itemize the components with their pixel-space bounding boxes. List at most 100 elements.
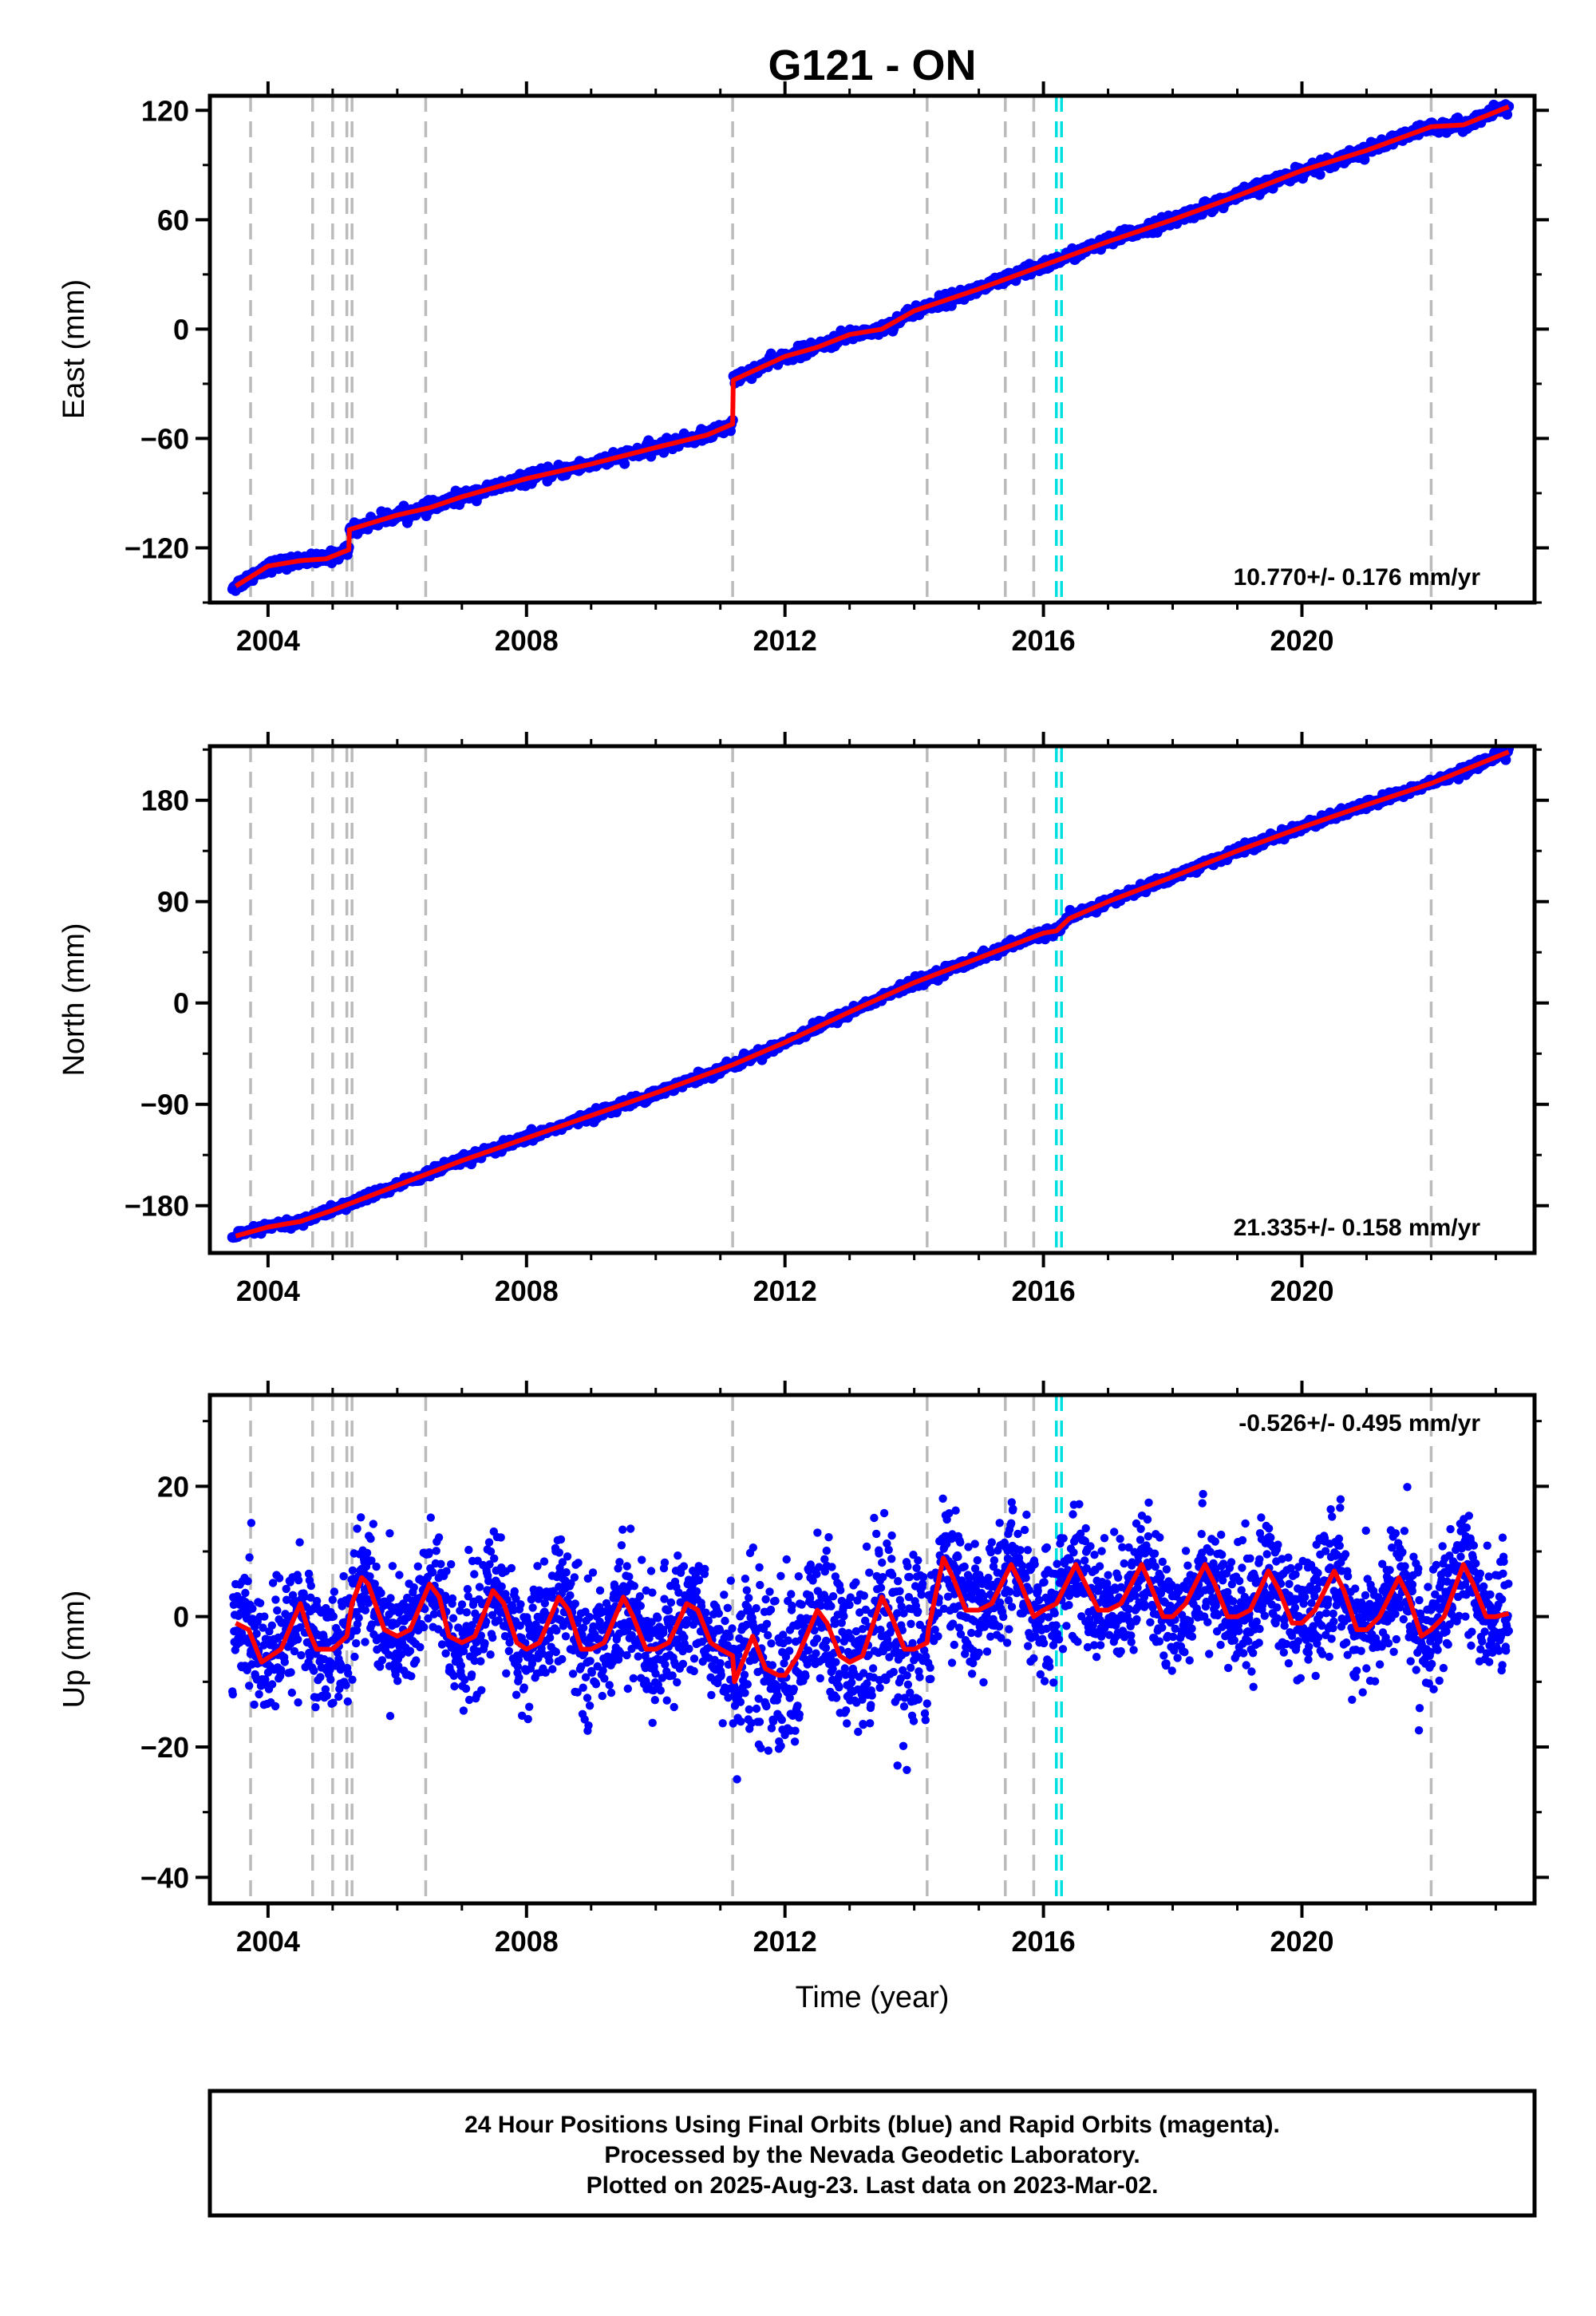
data-point <box>527 1654 537 1662</box>
data-point <box>426 1513 435 1522</box>
data-point <box>329 1612 338 1621</box>
data-point <box>333 1648 342 1658</box>
data-point <box>733 1775 741 1784</box>
data-point <box>626 1524 635 1533</box>
data-point <box>306 1581 315 1591</box>
data-point <box>294 1635 302 1644</box>
data-point <box>566 1591 575 1600</box>
data-point <box>512 1690 521 1699</box>
y-tick-label-north-0: −180 <box>124 1190 189 1223</box>
data-point <box>679 1562 689 1571</box>
data-point <box>268 1579 278 1587</box>
data-point <box>692 1587 701 1596</box>
data-point <box>271 1595 280 1604</box>
rate-label-north: 21.335+/- 0.158 mm/yr <box>1234 1215 1481 1241</box>
y-tick-label-east-2: 0 <box>173 313 189 346</box>
data-point <box>571 1599 579 1608</box>
data-point <box>252 1629 261 1638</box>
data-point <box>558 1558 567 1567</box>
data-point <box>437 1640 447 1649</box>
data-point <box>737 1717 745 1726</box>
data-point <box>405 1646 415 1655</box>
data-point <box>661 1660 670 1669</box>
data-point <box>562 1568 571 1577</box>
data-point <box>502 1669 511 1678</box>
data-point <box>470 1656 479 1666</box>
data-point <box>304 1569 314 1579</box>
data-point <box>605 1681 614 1690</box>
data-point <box>656 1686 665 1695</box>
data-point <box>425 1548 434 1557</box>
data-point <box>488 1633 497 1642</box>
data-point <box>496 1533 505 1542</box>
data-point <box>567 1579 575 1588</box>
data-point <box>245 1553 254 1562</box>
data-point <box>294 1698 302 1707</box>
data-point <box>586 1657 595 1666</box>
data-point <box>488 1611 497 1620</box>
data-point <box>659 1628 668 1638</box>
data-point <box>350 1652 359 1662</box>
data-point <box>585 1701 595 1710</box>
data-point <box>342 1681 350 1690</box>
data-point <box>598 1666 607 1675</box>
data-point <box>450 1682 459 1691</box>
x-tick-label-north-2: 2012 <box>753 1275 817 1307</box>
data-point <box>581 1673 591 1682</box>
data-point <box>437 1559 445 1569</box>
plot-frame-east <box>207 93 1537 605</box>
data-point <box>442 1567 451 1575</box>
data-point <box>674 1551 682 1560</box>
data-point <box>595 1586 605 1595</box>
data-point <box>650 1662 658 1671</box>
x-tick-label-north-1: 2008 <box>495 1275 559 1307</box>
data-point <box>295 1538 304 1547</box>
data-point <box>580 1715 589 1724</box>
data-point <box>625 1572 634 1581</box>
data-point <box>330 1587 339 1596</box>
data-point <box>556 1535 566 1544</box>
data-point <box>352 1626 361 1635</box>
data-point <box>725 1632 734 1642</box>
data-point <box>394 1662 403 1670</box>
y-tick-label-north-4: 180 <box>141 785 189 817</box>
data-point <box>558 1654 567 1664</box>
data-point <box>456 1607 464 1615</box>
data-point <box>385 1529 394 1538</box>
data-point <box>467 1670 476 1679</box>
plot-frame-north <box>207 744 1537 1255</box>
data-point <box>261 1675 270 1684</box>
data-point <box>484 1538 494 1547</box>
data-point <box>555 1548 563 1557</box>
data-point <box>516 1621 524 1630</box>
data-point <box>579 1623 588 1632</box>
data-point <box>622 1562 631 1571</box>
data-point <box>276 1666 286 1674</box>
y-axis-label-north: North (mm) <box>57 923 91 1076</box>
data-point <box>548 1593 557 1603</box>
data-point <box>563 1552 572 1561</box>
data-point <box>648 1718 657 1727</box>
data-point <box>319 1633 328 1642</box>
x-tick-label-east-2: 2012 <box>753 624 817 657</box>
data-point <box>362 1548 372 1558</box>
data-point <box>367 1620 377 1629</box>
data-point <box>670 1702 678 1712</box>
data-point <box>541 1668 550 1677</box>
data-point <box>247 1519 256 1528</box>
data-point <box>539 1557 549 1566</box>
data-point <box>548 1665 557 1674</box>
data-point <box>395 1571 404 1579</box>
data-point <box>737 1610 746 1619</box>
data-point <box>316 1673 325 1682</box>
data-point <box>716 1658 725 1668</box>
x-tick-label-north-4: 2020 <box>1270 1275 1333 1307</box>
data-point <box>248 1604 257 1613</box>
data-point <box>329 1698 338 1707</box>
data-point <box>361 1606 370 1614</box>
data-point <box>514 1655 523 1664</box>
data-point <box>585 1613 594 1622</box>
